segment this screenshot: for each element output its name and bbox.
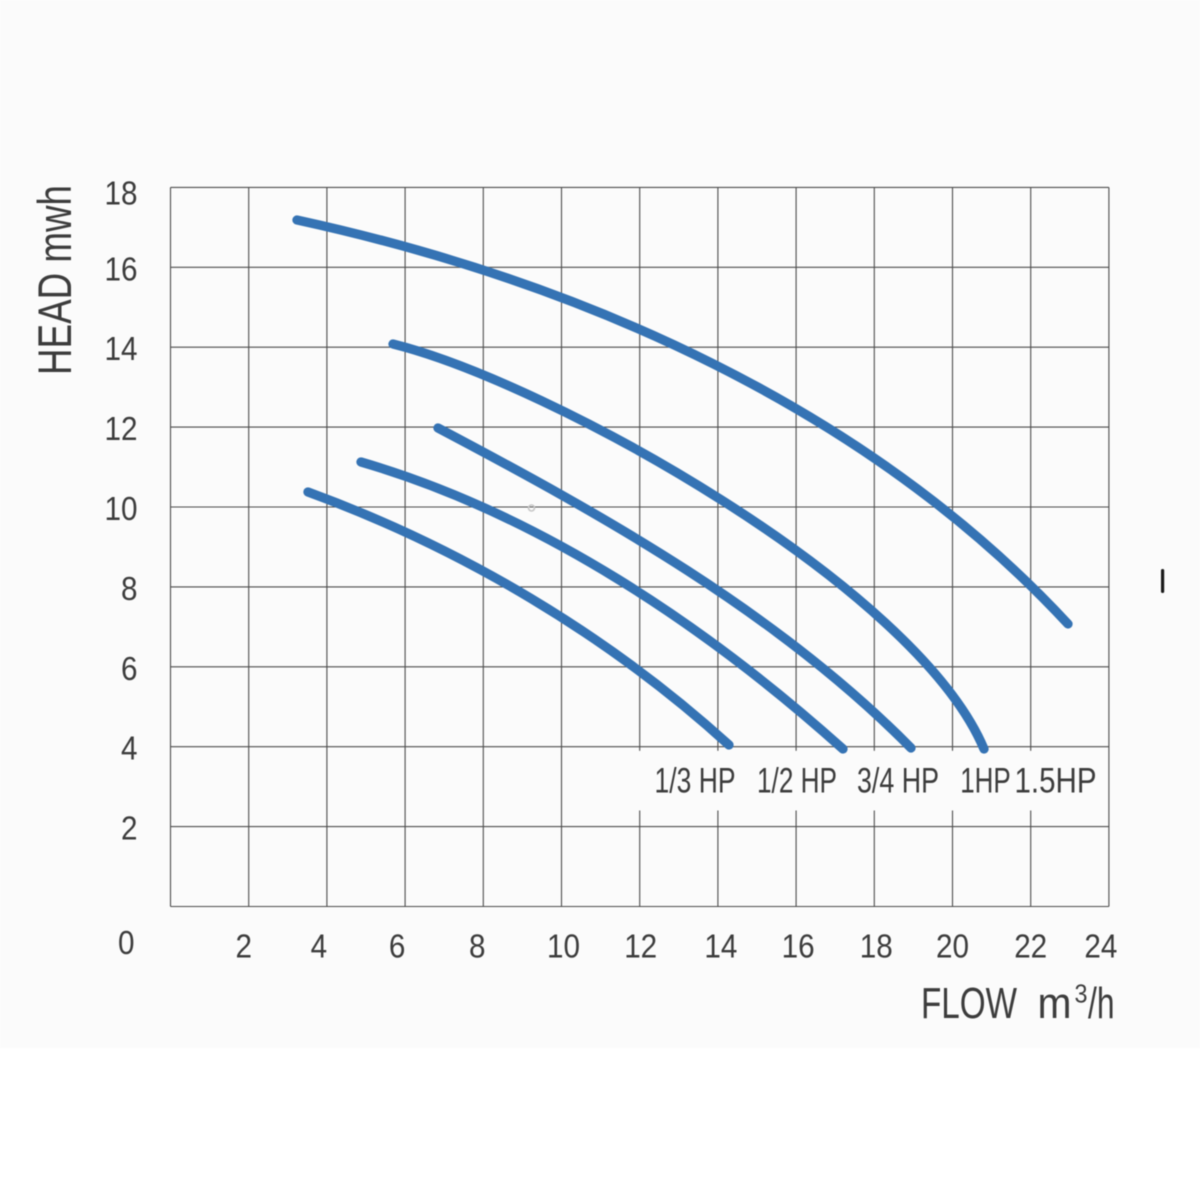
svg-text:0: 0 [118,925,135,962]
svg-text:14: 14 [704,929,737,966]
svg-text:4: 4 [311,929,328,966]
svg-text:24: 24 [1084,929,1117,966]
svg-text:1/2 HP: 1/2 HP [757,762,837,801]
svg-text:2: 2 [235,929,252,966]
svg-text:3/4 HP: 3/4 HP [857,762,939,801]
svg-text:1HP: 1HP [960,762,1011,801]
svg-text:18: 18 [105,175,138,212]
svg-text:10: 10 [105,491,138,528]
svg-text:14: 14 [105,331,138,368]
svg-text:FLOW: FLOW [921,979,1017,1028]
svg-text:8: 8 [469,929,486,966]
svg-text:6: 6 [121,651,138,688]
svg-text:/h: /h [1088,979,1115,1028]
svg-text:20: 20 [936,929,969,966]
svg-text:4: 4 [121,731,138,768]
svg-text:12: 12 [105,411,138,448]
svg-text:6: 6 [389,929,406,966]
svg-text:1/3 HP: 1/3 HP [655,762,736,801]
svg-text:12: 12 [624,929,657,966]
svg-text:m: m [1038,979,1072,1028]
svg-text:8: 8 [121,571,138,608]
svg-text:HEAD mwh: HEAD mwh [28,185,81,375]
svg-text:16: 16 [105,251,138,288]
svg-text:1.5HP: 1.5HP [1015,762,1097,801]
svg-text:22: 22 [1014,929,1047,966]
svg-text:2: 2 [121,811,138,848]
svg-text:18: 18 [860,929,893,966]
svg-text:16: 16 [782,929,815,966]
svg-text:3: 3 [1075,979,1088,1009]
svg-text:10: 10 [547,929,580,966]
